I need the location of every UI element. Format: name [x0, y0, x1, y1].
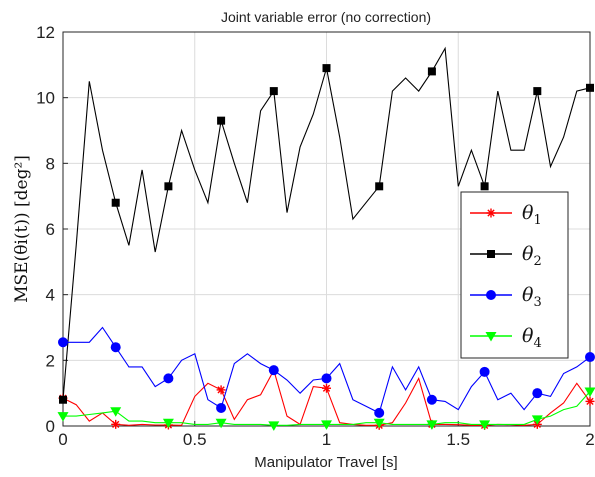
y-tick-label: 0: [46, 417, 55, 436]
y-tick-label: 6: [46, 220, 55, 239]
data-point-theta2: [427, 67, 436, 76]
data-point-theta4: [479, 420, 491, 430]
legend-marker: [486, 208, 496, 218]
data-point-theta3: [479, 366, 490, 377]
data-point-theta2: [533, 87, 542, 96]
legend: θ1 θ2 θ3 θ4: [460, 191, 569, 359]
data-point-theta3: [163, 373, 174, 384]
data-point-theta1: [585, 396, 595, 406]
x-tick-label: 1.5: [446, 430, 470, 449]
data-point-theta3: [58, 337, 68, 348]
data-point-theta2: [322, 64, 331, 73]
x-tick-label: 0.5: [183, 430, 207, 449]
data-point-theta2: [217, 116, 226, 125]
data-point-theta3: [426, 394, 437, 405]
y-tick-label: 2: [46, 351, 55, 370]
data-point-theta4: [268, 421, 280, 431]
y-axis-label: MSE(θi(t)) [deg²]: [12, 155, 32, 303]
y-tick-label: 12: [36, 23, 55, 42]
data-point-theta4: [584, 387, 595, 398]
data-point-theta4: [215, 418, 227, 429]
data-point-theta1: [322, 383, 331, 393]
data-point-theta2: [375, 182, 384, 191]
data-point-theta3: [216, 402, 227, 413]
x-tick-label: 1: [322, 430, 331, 449]
legend-label: θ3: [522, 284, 542, 310]
data-point-theta4: [162, 418, 174, 429]
ticks: 0 0.5 1 1.5 2 0 2 4 6 8 10 12: [36, 23, 595, 449]
x-axis-label: Manipulator Travel [s]: [254, 454, 397, 471]
data-point-theta2: [480, 182, 489, 191]
data-point-theta3: [321, 373, 332, 384]
y-tick-label: 4: [46, 286, 55, 305]
legend-label: θ2: [522, 243, 542, 269]
x-tick-label: 2: [585, 430, 594, 449]
data-point-theta1: [111, 419, 121, 429]
data-point-theta3: [110, 342, 121, 353]
y-tick-label: 8: [46, 154, 55, 173]
legend-label: θ4: [522, 325, 542, 351]
chart-title: Joint variable error (no correction): [221, 9, 431, 25]
data-point-theta4: [57, 412, 69, 422]
data-point-theta4: [110, 407, 122, 417]
data-point-theta3: [374, 407, 385, 418]
series-theta3: [58, 326, 595, 418]
data-point-theta2: [111, 198, 120, 207]
grid: [62, 31, 591, 427]
data-point-theta2: [269, 87, 278, 96]
data-point-theta1: [216, 385, 226, 395]
legend-marker: [486, 290, 496, 300]
data-point-theta4: [531, 415, 543, 425]
data-point-theta2: [586, 83, 594, 92]
series-theta2: [59, 46, 594, 404]
legend-box: [460, 191, 569, 359]
legend-label: θ1: [522, 202, 542, 228]
legend-entry-theta2: θ2: [470, 243, 542, 269]
legend-marker: [487, 250, 495, 258]
data-point-theta2: [59, 395, 67, 404]
data-point-theta4: [373, 418, 385, 429]
data-point-theta4: [321, 420, 332, 430]
data-point-theta3: [532, 388, 543, 399]
x-tick-label: 0: [58, 430, 67, 449]
data-point-theta2: [164, 182, 173, 191]
legend-marker: [485, 332, 497, 342]
data-point-theta4: [426, 420, 438, 430]
y-tick-label: 10: [36, 89, 55, 108]
series-lines: [57, 46, 595, 431]
data-point-theta3: [268, 365, 279, 376]
legend-entry-theta4: θ4: [470, 325, 542, 351]
data-point-theta3: [585, 352, 595, 363]
series-theta4: [57, 387, 595, 431]
legend-entry-theta1: θ1: [470, 202, 542, 228]
legend-entry-theta3: θ3: [470, 284, 542, 310]
